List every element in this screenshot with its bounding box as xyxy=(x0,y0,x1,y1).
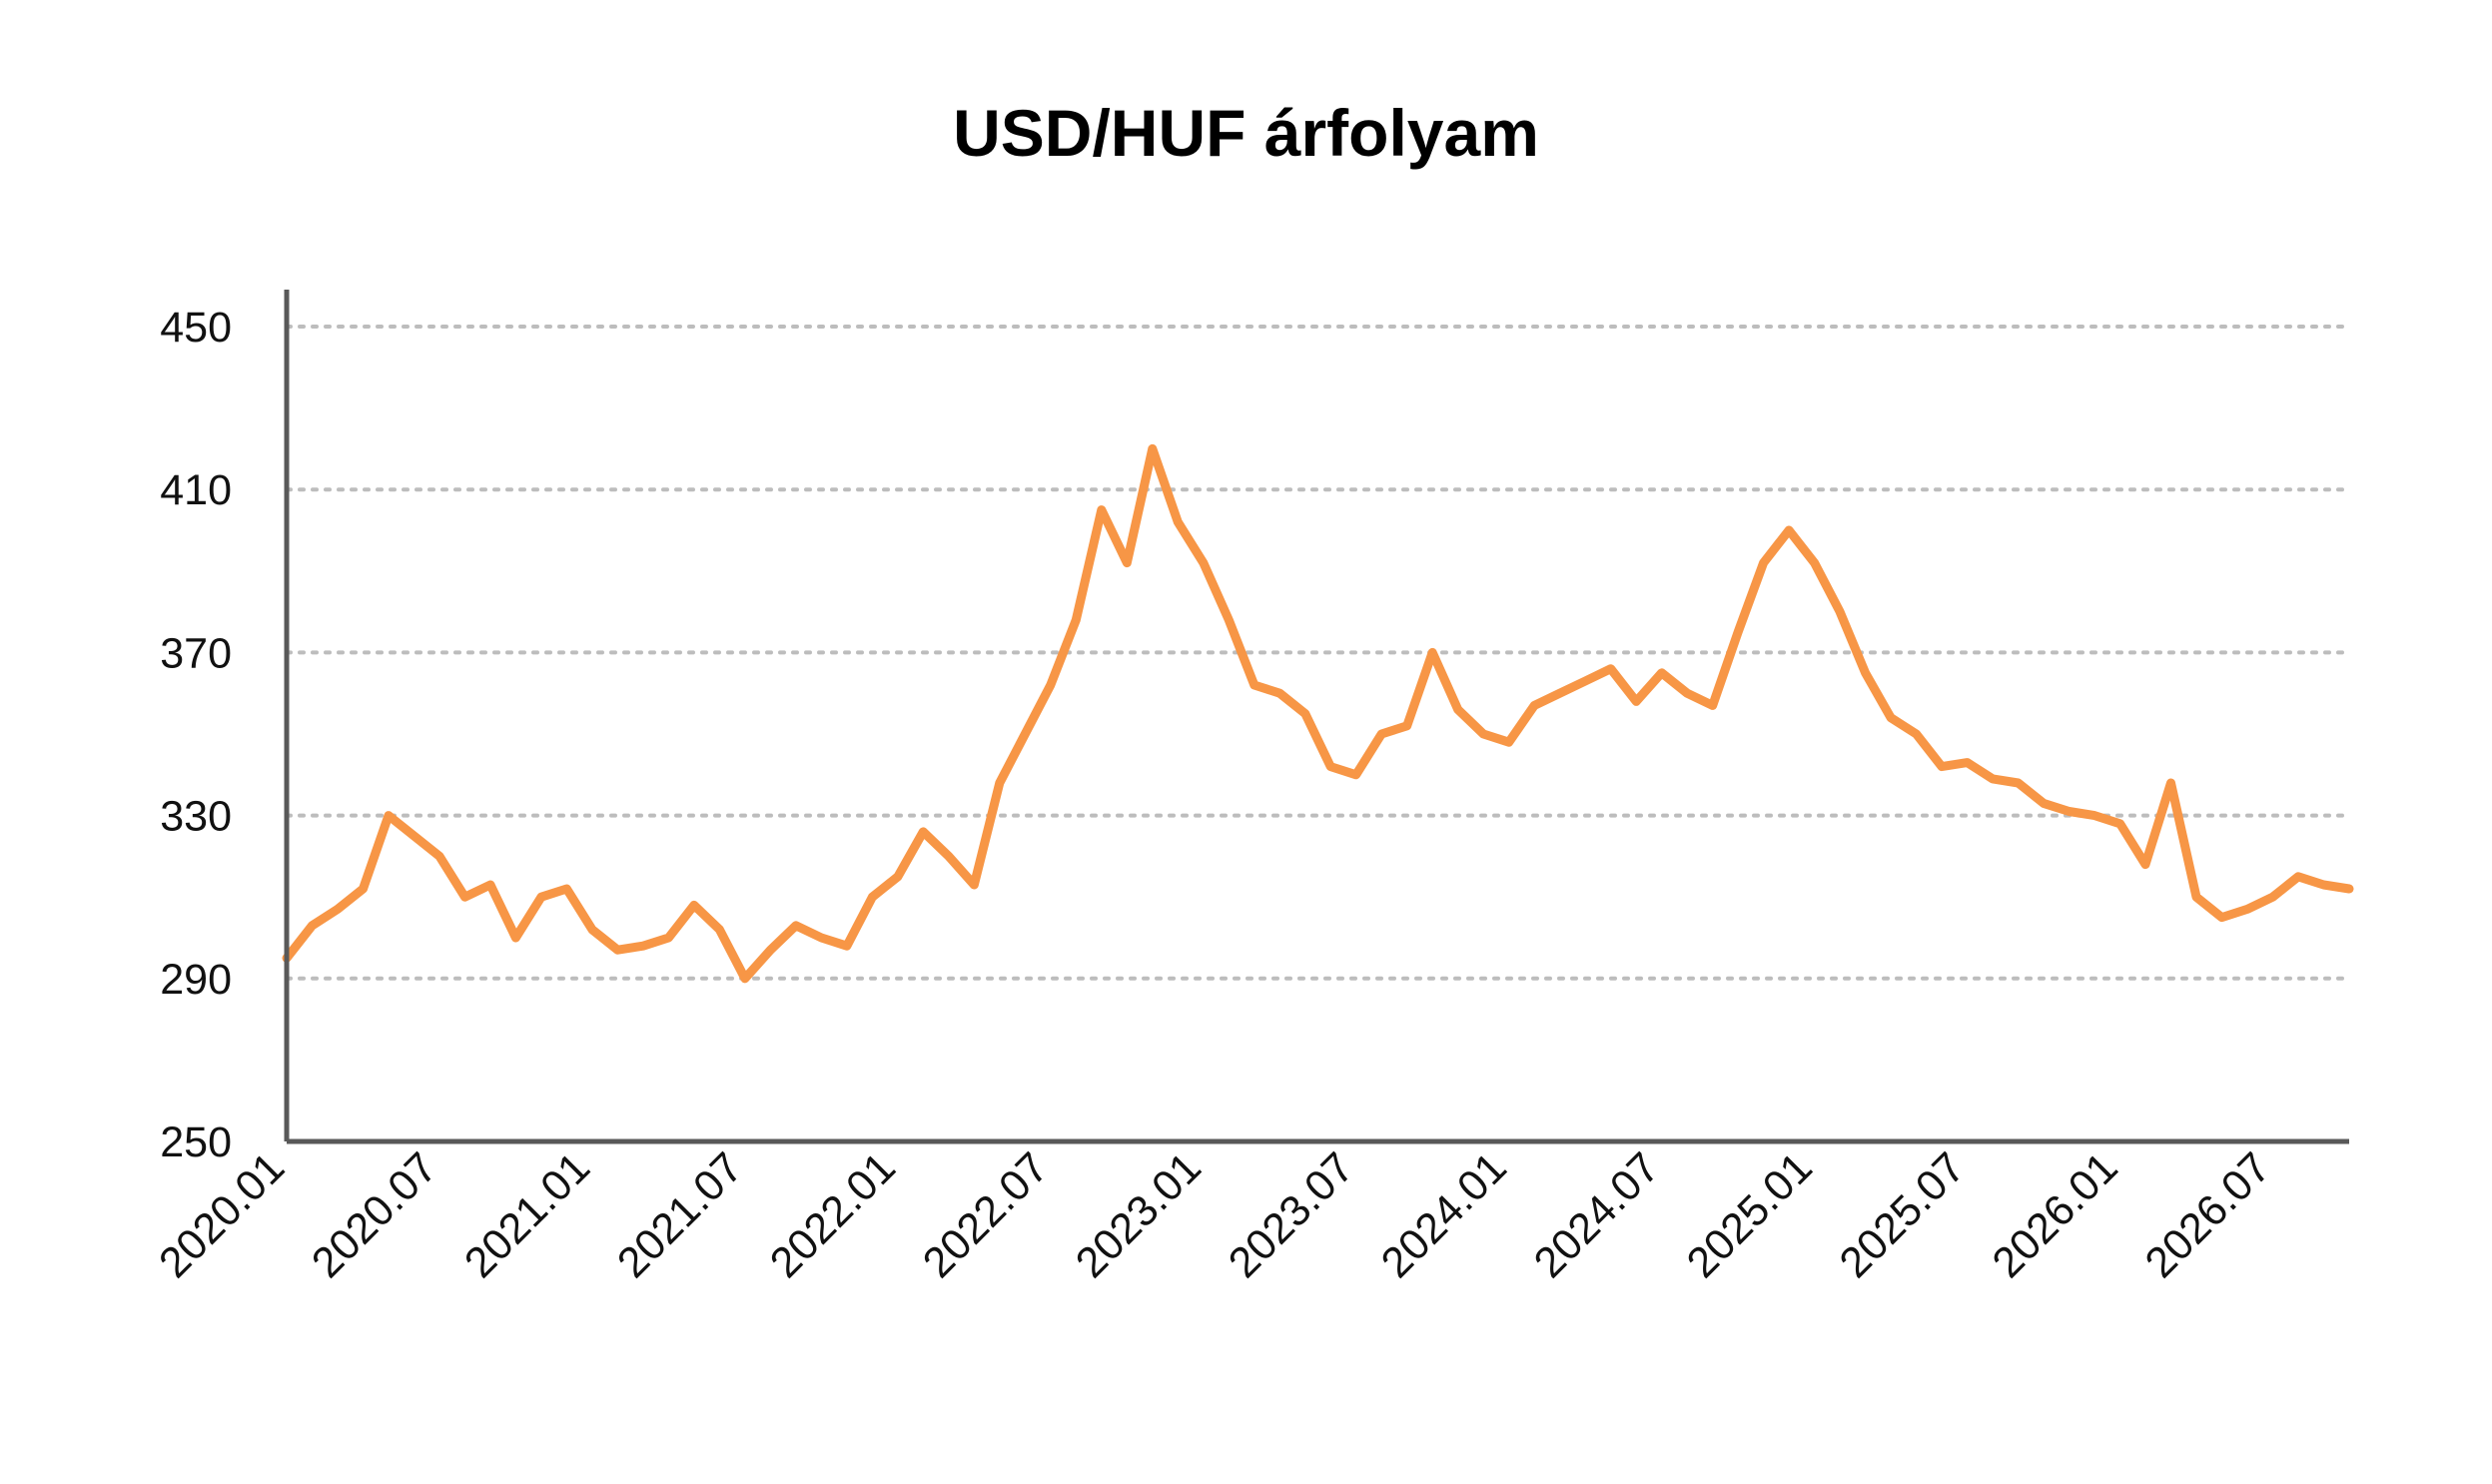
x-tick-label: 2023.01 xyxy=(1067,1143,1211,1287)
y-tick-label: 450 xyxy=(160,304,232,352)
series-line-0 xyxy=(282,443,2354,984)
axes xyxy=(284,290,2349,1144)
chart-title: USD/HUF árfolyam xyxy=(953,96,1539,170)
x-tick-label: 2025.01 xyxy=(1678,1143,1822,1287)
x-tick-label: 2021.01 xyxy=(455,1143,599,1287)
y-tick-label: 330 xyxy=(160,793,232,841)
y-tick-label: 370 xyxy=(160,629,232,677)
y-tick-label: 250 xyxy=(160,1118,232,1166)
x-tick-label: 2020.07 xyxy=(303,1143,446,1287)
y-tick-labels: 250 290 330 370 410 450 xyxy=(160,304,232,1166)
x-tick-labels: 2020.01 2020.07 2021.01 2021.07 2022.01 2022.… xyxy=(150,1143,2279,1287)
x-tick-label: 2022.01 xyxy=(761,1143,905,1287)
x-tick-label: 2025.07 xyxy=(1831,1143,1975,1287)
y-tick-label: 290 xyxy=(160,956,232,1004)
x-tick-label: 2024.07 xyxy=(1525,1143,1669,1287)
x-tick-label: 2024.01 xyxy=(1372,1143,1516,1287)
gridlines xyxy=(285,325,2351,981)
x-tick-label: 2022.07 xyxy=(914,1143,1058,1287)
x-tick-label: 2026.07 xyxy=(2136,1143,2280,1287)
x-tick-label: 2026.01 xyxy=(1984,1143,2127,1287)
y-tick-label: 410 xyxy=(160,466,232,514)
series-layer xyxy=(282,443,2354,984)
x-tick-label: 2021.07 xyxy=(608,1143,752,1287)
x-tick-label: 2023.07 xyxy=(1220,1143,1363,1287)
